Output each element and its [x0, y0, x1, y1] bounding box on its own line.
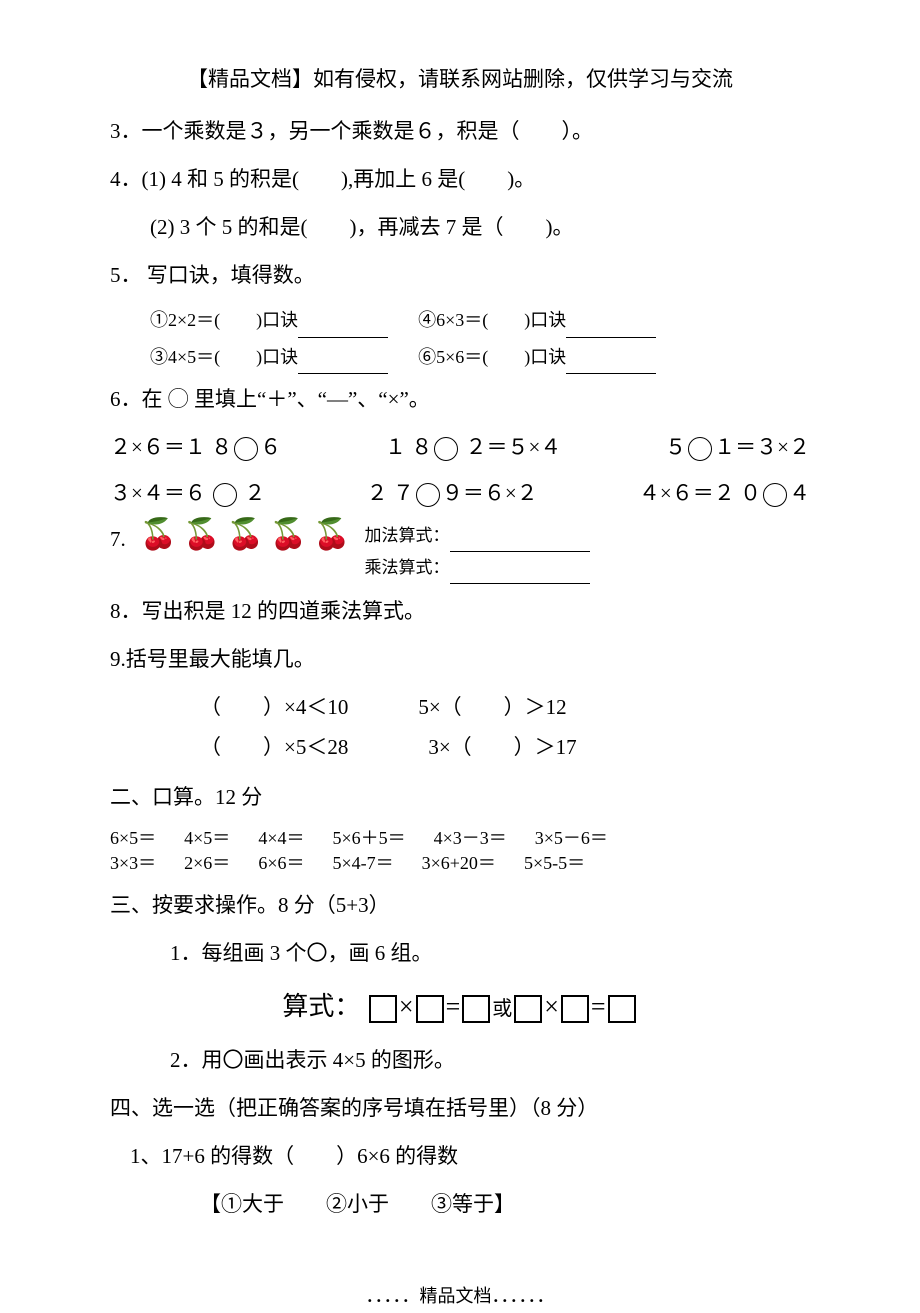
calc-item: 5×5-5＝ — [524, 851, 585, 876]
question-5-body: ①2×2＝( )口诀 ④6×3＝( )口诀 ③4×5＝( )口诀 ⑥5×6＝( … — [150, 303, 810, 373]
question-9-body: （ ）×4＜10 5×（ ）＞12 （ ）×5＜28 3×（ ）＞17 — [200, 688, 810, 768]
cherry-icon: 🍒 — [140, 520, 177, 550]
eq-text: ３×４＝６ — [110, 481, 211, 505]
eq-text: １ ８ — [385, 435, 432, 459]
eq-text: １＝３×２ — [714, 435, 810, 459]
calc-item: 5×6＋5＝ — [332, 826, 405, 851]
q6-row-2: ３×４＝６ ２ ２ ７ ９＝６×２ ４×６＝２ ０ ４ — [110, 474, 810, 514]
q6-row-1: ２×６＝１ ８ ６ １ ８ ２＝５×４ ５ １＝３×２ — [110, 428, 810, 468]
calc-item: 3×5－6＝ — [535, 826, 608, 851]
sec4-options: 【①大于 ②小于 ③等于】 — [200, 1185, 810, 1225]
question-5-title: 5． 写口诀，填得数。 — [110, 256, 810, 296]
cherry-image-group: 🍒 🍒 🍒 🍒 🍒 — [140, 520, 351, 550]
blank-line — [298, 356, 388, 374]
eq-text: ９＝６×２ — [442, 481, 538, 505]
sec3-formula: 算式： ×=或×= — [110, 982, 810, 1031]
circle-blank — [213, 483, 237, 507]
question-4-2: (2) 3 个 5 的和是( )，再减去 7 是（ )。 — [150, 208, 810, 248]
cherry-icon: 🍒 — [226, 520, 263, 550]
sec2-row-1: 6×5＝ 4×5＝ 4×4＝ 5×6＋5＝ 4×3－3＝ 3×5－6＝ — [110, 826, 810, 851]
q9-item: （ ）×5＜28 — [200, 728, 348, 768]
section-4-title: 四、选一选（把正确答案的序号填在括号里）（8 分） — [110, 1089, 810, 1129]
sec3-q1: 1．每组画 3 个〇，画 6 组。 — [170, 934, 810, 974]
cherry-icon: 🍒 — [270, 520, 307, 550]
calc-item: 4×5＝ — [184, 826, 230, 851]
blank-line — [450, 534, 590, 552]
blank-line — [450, 566, 590, 584]
header-note: 【精品文档】如有侵权，请联系网站删除，仅供学习与交流 — [110, 60, 810, 100]
eq-text: ２×６＝１ ８ — [110, 435, 232, 459]
calc-item: 2×6＝ — [184, 851, 230, 876]
q9-item: （ ）×4＜10 — [200, 688, 348, 728]
calc-item: 4×4＝ — [258, 826, 304, 851]
eq-text: ２ ７ — [367, 481, 414, 505]
q7-number: 7. — [110, 520, 126, 560]
calc-item: 3×3＝ — [110, 851, 156, 876]
eq-text: ４ — [789, 481, 810, 505]
calc-item: 6×6＝ — [258, 851, 304, 876]
q5-item-a: ①2×2＝( )口诀 — [150, 310, 298, 330]
circle-blank — [234, 437, 258, 461]
cherry-icon: 🍒 — [313, 520, 350, 550]
box-blank — [369, 995, 397, 1023]
sec2-row-2: 3×3＝ 2×6＝ 6×6＝ 5×4-7＝ 3×6+20＝ 5×5-5＝ — [110, 851, 810, 876]
calc-item: 4×3－3＝ — [434, 826, 507, 851]
blank-line — [566, 356, 656, 374]
q9-item: 5×（ ）＞12 — [418, 688, 566, 728]
eq-text: ６ — [260, 435, 281, 459]
question-4-1: 4．(1) 4 和 5 的积是( ),再加上 6 是( )。 — [110, 160, 810, 200]
eq-text: ５ — [665, 435, 686, 459]
footer-text: ．．．．．精品文档．．．．．． — [110, 1279, 810, 1313]
blank-line — [566, 320, 656, 338]
section-3-title: 三、按要求操作。8 分（5+3） — [110, 886, 810, 926]
calc-item: 6×5＝ — [110, 826, 156, 851]
formula-prefix: 算式： — [282, 992, 360, 1021]
q5-item-d: ⑥5×6＝( )口诀 — [418, 347, 566, 367]
eq-text: ２＝５×４ — [460, 435, 561, 459]
sec4-q1: 1、17+6 的得数（ ）6×6 的得数 — [130, 1137, 810, 1177]
or-text: 或 — [492, 998, 512, 1020]
cherry-icon: 🍒 — [183, 520, 220, 550]
calc-item: 5×4-7＝ — [332, 851, 393, 876]
section-2-title: 二、口算。12 分 — [110, 778, 810, 818]
q7-formulas: 加法算式： 乘法算式： — [365, 520, 590, 585]
circle-blank — [434, 437, 458, 461]
box-blank — [462, 995, 490, 1023]
sec3-q2: 2．用〇画出表示 4×5 的图形。 — [170, 1041, 810, 1081]
question-9-title: 9.括号里最大能填几。 — [110, 640, 810, 680]
circle-blank — [688, 437, 712, 461]
box-blank — [514, 995, 542, 1023]
question-3: 3．一个乘数是３，另一个乘数是６，积是（ ）。 — [110, 112, 810, 152]
question-6-title: 6．在 ◯ 里填上“＋”、“—”、“×”。 — [110, 380, 810, 420]
q9-item: 3×（ ）＞17 — [428, 728, 576, 768]
box-blank — [416, 995, 444, 1023]
question-7: 7. 🍒 🍒 🍒 🍒 🍒 加法算式： 乘法算式： — [110, 520, 810, 585]
box-blank — [608, 995, 636, 1023]
mul-formula-label: 乘法算式： — [365, 558, 450, 577]
calc-item: 3×6+20＝ — [422, 851, 496, 876]
eq-text: ４×６＝２ ０ — [639, 481, 761, 505]
q5-item-b: ④6×3＝( )口诀 — [418, 310, 566, 330]
question-8: 8．写出积是 12 的四道乘法算式。 — [110, 592, 810, 632]
q5-item-c: ③4×5＝( )口诀 — [150, 347, 298, 367]
add-formula-label: 加法算式： — [365, 526, 450, 545]
blank-line — [298, 320, 388, 338]
box-blank — [561, 995, 589, 1023]
eq-text: ２ — [239, 481, 265, 505]
circle-blank — [416, 483, 440, 507]
circle-blank — [763, 483, 787, 507]
